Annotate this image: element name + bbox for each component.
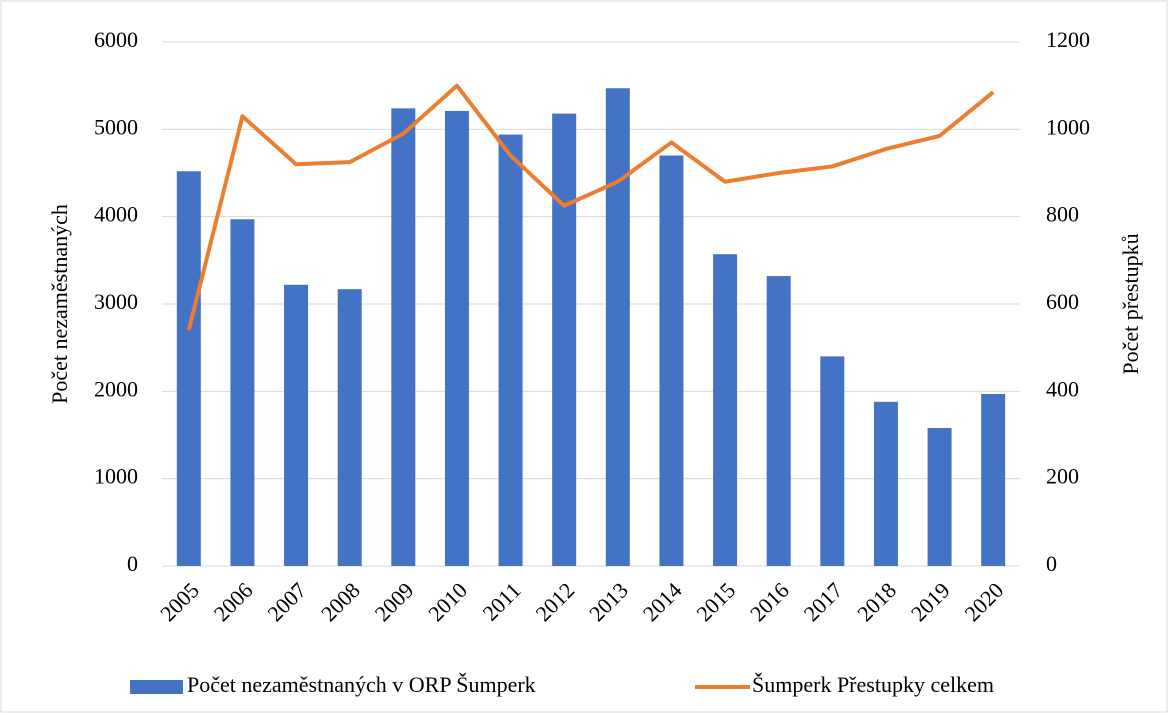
bar [444, 110, 469, 566]
y2-tick-label: 1000 [1046, 114, 1090, 139]
bar [981, 393, 1006, 566]
bar [337, 289, 362, 566]
y2-tick-label: 1200 [1046, 27, 1090, 52]
bar [498, 134, 523, 566]
y-tick-label: 3000 [94, 289, 138, 314]
y-tick-label: 4000 [94, 202, 138, 227]
y2-tick-label: 800 [1046, 202, 1079, 227]
legend-label: Šumperk Přestupky celkem [752, 672, 994, 697]
y-tick-label: 2000 [94, 376, 138, 401]
bar [230, 219, 255, 566]
bar [605, 88, 630, 566]
y-axis-title: Počet nezaměstnaných [47, 204, 72, 404]
y2-axis-title: Počet přestupků [1118, 233, 1143, 374]
bar [820, 356, 845, 566]
line [186, 83, 995, 331]
y-tick-label: 1000 [94, 464, 138, 489]
legend-swatch [130, 680, 183, 694]
bar [176, 171, 201, 566]
bar [391, 108, 416, 566]
y-tick-label: 5000 [94, 114, 138, 139]
legend-label: Počet nezaměstnaných v ORP Šumperk [187, 672, 536, 697]
bar [659, 155, 684, 567]
y2-tick-label: 600 [1046, 289, 1079, 314]
y2-tick-label: 0 [1046, 551, 1057, 576]
bar [927, 428, 952, 566]
y-tick-label: 0 [127, 551, 138, 576]
y2-tick-label: 200 [1046, 464, 1079, 489]
bar [552, 113, 577, 566]
y-tick-label: 6000 [94, 27, 138, 52]
bar [713, 254, 738, 566]
y2-tick-label: 400 [1046, 376, 1079, 401]
bar [766, 276, 791, 566]
bar [284, 284, 309, 566]
bar [873, 401, 898, 566]
